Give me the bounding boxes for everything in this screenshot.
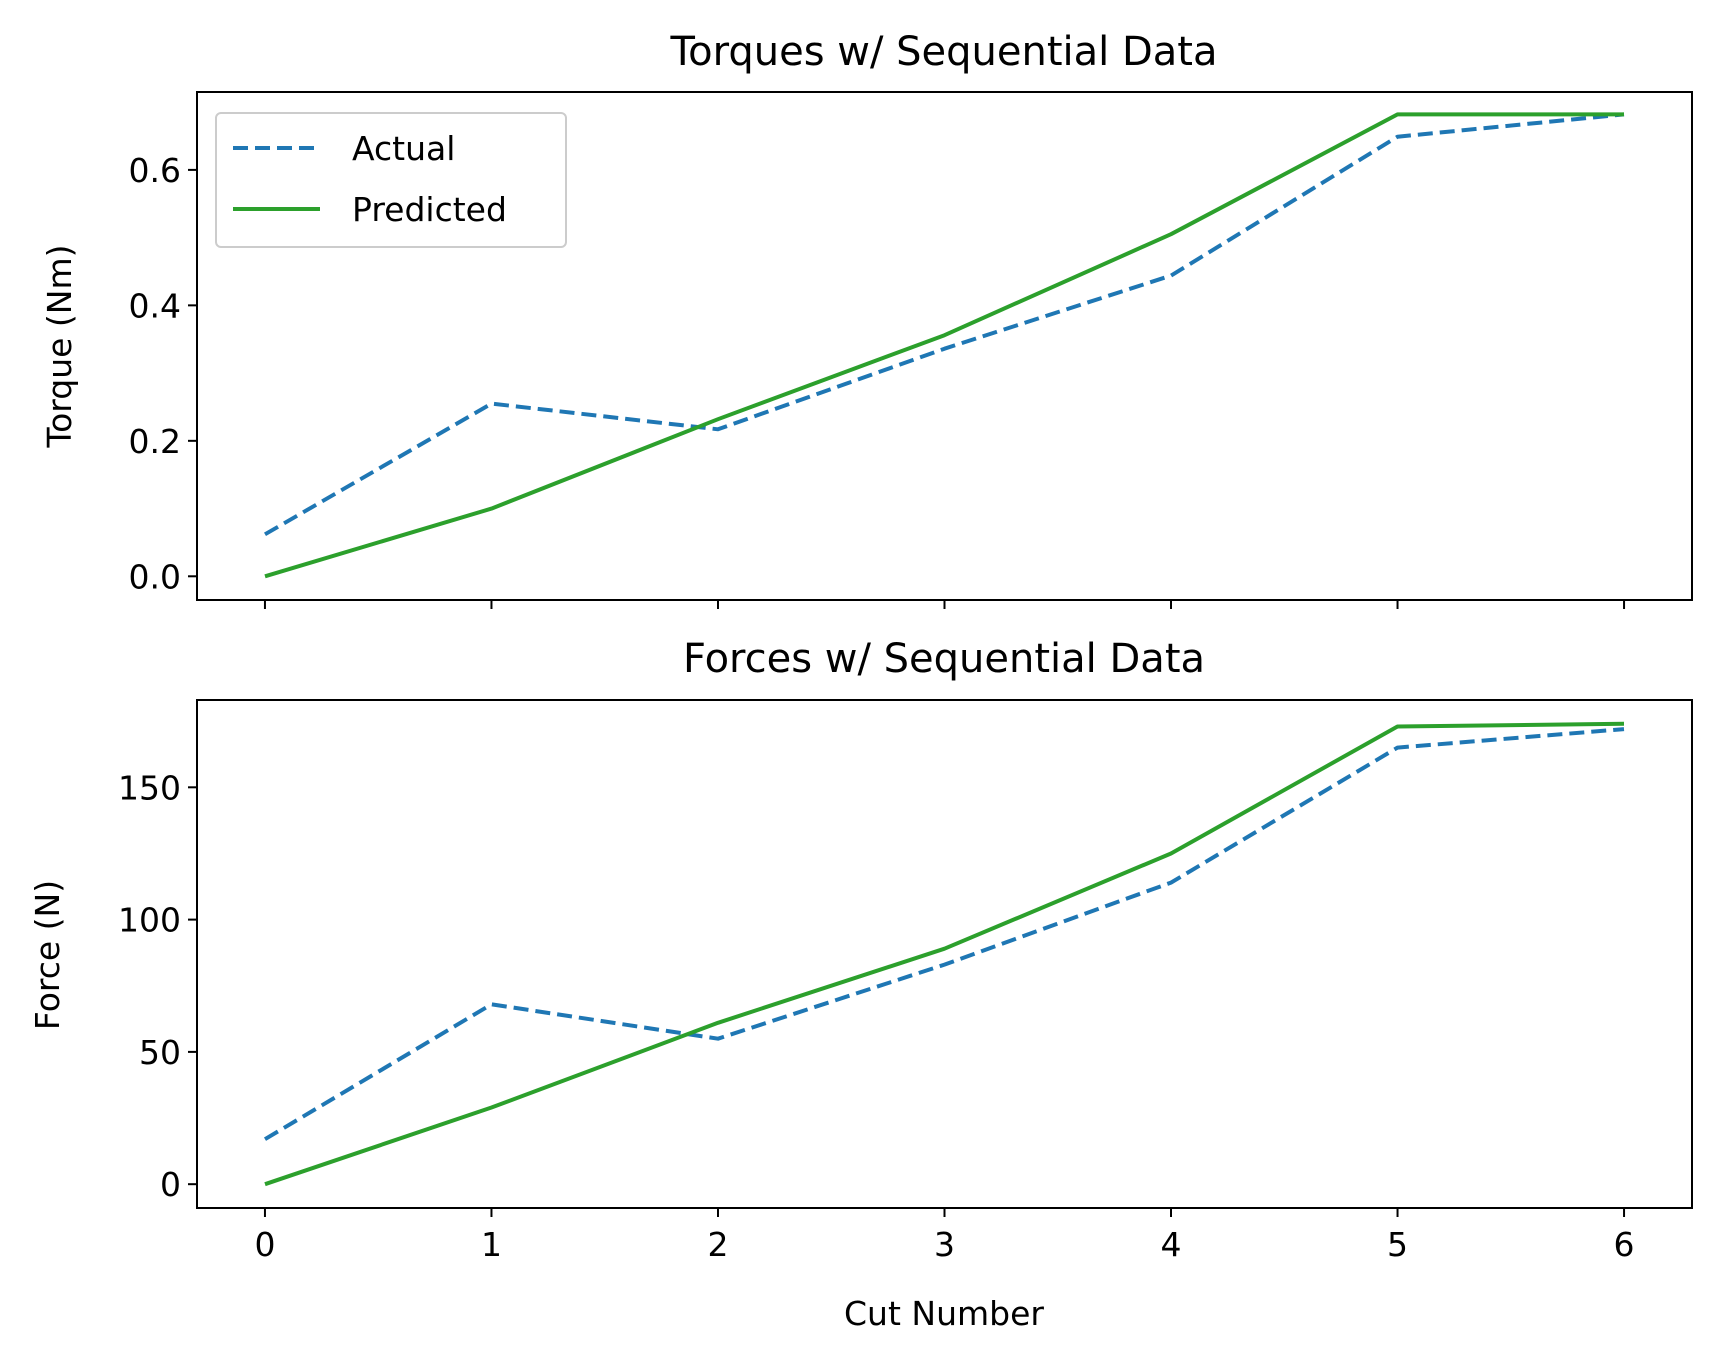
force-chart-title: Forces w/ Sequential Data xyxy=(683,636,1205,682)
force-y-ticks: 0 50 100 150 xyxy=(118,768,197,1204)
torque-y-tick-label: 0.4 xyxy=(129,286,181,325)
legend: Actual Predicted xyxy=(215,112,567,248)
legend-predicted-label: Predicted xyxy=(352,190,507,229)
force-actual-line xyxy=(263,727,1625,1141)
force-predicted-line xyxy=(264,721,1625,1187)
force-x-tick-label: 6 xyxy=(1614,1225,1635,1264)
torque-y-tick-label: 0.2 xyxy=(129,422,181,461)
torque-x-ticks xyxy=(263,600,1626,609)
torque-y-ticks: 0.0 0.2 0.4 0.6 xyxy=(129,151,197,596)
torque-actual-line xyxy=(264,112,1625,537)
force-series xyxy=(263,721,1625,1187)
torque-series xyxy=(264,112,1625,579)
torque-y-tick-label: 0.6 xyxy=(129,151,181,190)
torque-panel: Torques w/ Sequential Data 0.00.20.40.6 … xyxy=(40,29,1693,609)
force-x-tick-label: 0 xyxy=(254,1225,275,1264)
force-panel: Forces w/ Sequential Data 0 50 100 150 0 1 2 3… xyxy=(28,636,1693,1333)
force-x-tick-label: 5 xyxy=(1387,1225,1408,1264)
force-y-tick-label: 50 xyxy=(139,1033,181,1072)
torque-chart-title: Torques w/ Sequential Data xyxy=(669,29,1217,75)
torque-predicted-line xyxy=(264,112,1624,579)
force-x-tick-label: 4 xyxy=(1161,1225,1182,1264)
force-y-tick-label: 0 xyxy=(160,1165,181,1204)
force-x-tick-label: 2 xyxy=(707,1225,728,1264)
force-y-tick-label: 150 xyxy=(118,768,181,807)
torque-y-tick-label: 0.0 xyxy=(129,557,181,596)
force-x-tick-label: 1 xyxy=(481,1225,502,1264)
legend-actual-label: Actual xyxy=(352,129,455,168)
force-x-ticks: 0 1 2 3 4 5 6 xyxy=(254,1208,1635,1264)
force-y-axis-label: Force (N) xyxy=(28,880,67,1030)
force-x-axis-label: Cut Number xyxy=(844,1294,1044,1333)
torque-y-axis-label: Torque (Nm) xyxy=(40,245,79,449)
force-x-tick-label: 3 xyxy=(934,1225,955,1264)
force-y-tick-label: 100 xyxy=(118,901,181,940)
